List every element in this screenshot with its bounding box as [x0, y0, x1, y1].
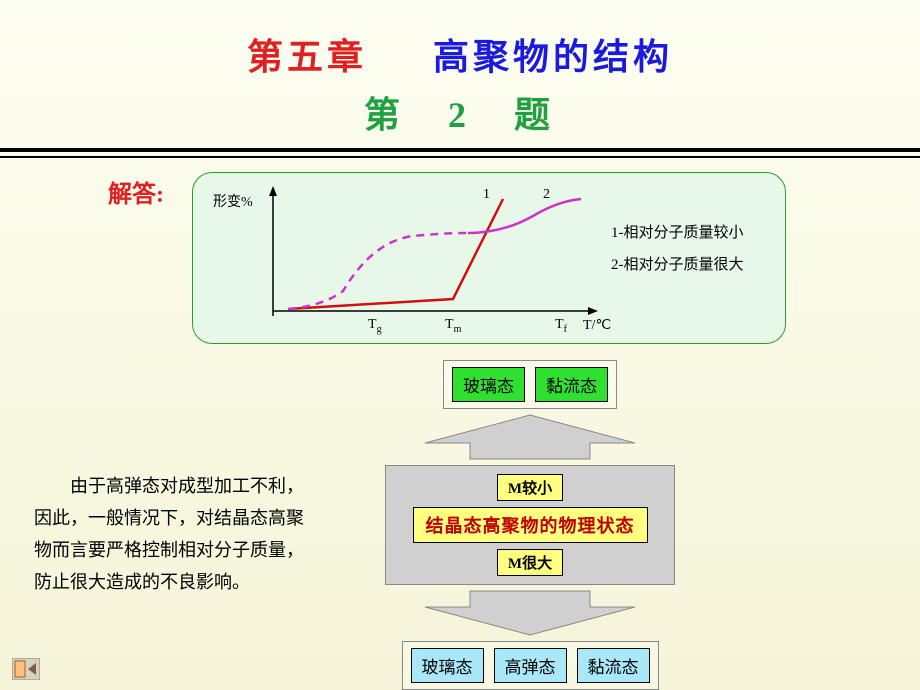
top-state-outer: 玻璃态 黏流态 — [443, 360, 617, 409]
state-viscous-bottom: 黏流态 — [577, 648, 650, 683]
axis-tc: T/℃ — [583, 317, 611, 334]
axis-tm: Tm — [445, 317, 461, 335]
arrow-up — [415, 413, 645, 461]
m-large-box: M很大 — [497, 549, 563, 576]
chart-num2: 2 — [543, 187, 550, 203]
bottom-state-outer: 玻璃态 高弹态 黏流态 — [402, 641, 659, 690]
chart-ylabel: 形变% — [213, 191, 253, 211]
center-panel: M较小 结晶态高聚物的物理状态 M很大 — [385, 465, 675, 585]
chart-num1: 1 — [483, 187, 490, 203]
state-viscous-top: 黏流态 — [535, 367, 608, 402]
chapter-red: 第五章 — [247, 37, 367, 77]
state-glass-top: 玻璃态 — [452, 367, 525, 402]
bottom-state-row: 玻璃态 高弹态 黏流态 — [380, 641, 680, 690]
chapter-blue: 高聚物的结构 — [433, 37, 673, 77]
chapter-title: 第五章 高聚物的结构 — [0, 28, 920, 80]
state-elastic-bottom: 高弹态 — [494, 648, 567, 683]
subtitle: 第 2 题 — [0, 86, 920, 138]
state-diagram: 玻璃态 黏流态 M较小 结晶态高聚物的物理状态 M很大 玻璃态 高弹态 黏流态 — [380, 360, 680, 690]
top-state-row: 玻璃态 黏流态 — [380, 360, 680, 409]
center-label: 结晶态高聚物的物理状态 — [413, 507, 648, 543]
chart-svg — [203, 181, 603, 331]
chart-legend1: 1-相对分子质量较小 — [611, 221, 744, 242]
chart-box: 形变% 1 2 1-相对分子质量较小 2-相对分子质量很大 Tg Tm Tf T… — [192, 172, 786, 344]
axis-tg: Tg — [368, 317, 382, 335]
axis-tf: Tf — [555, 317, 567, 335]
explanation-paragraph: 由于高弹态对成型加工不利，因此，一般情况下，对结晶态高聚物而言要严格控制相对分子… — [34, 470, 304, 598]
corner-nav-icon — [12, 658, 40, 680]
state-glass-bottom: 玻璃态 — [411, 648, 484, 683]
divider — [0, 148, 920, 158]
title-area: 第五章 高聚物的结构 第 2 题 — [0, 0, 920, 138]
arrow-down — [415, 589, 645, 637]
answer-label: 解答: — [108, 174, 164, 209]
chart-legend2: 2-相对分子质量很大 — [611, 253, 744, 274]
m-small-box: M较小 — [497, 474, 563, 501]
